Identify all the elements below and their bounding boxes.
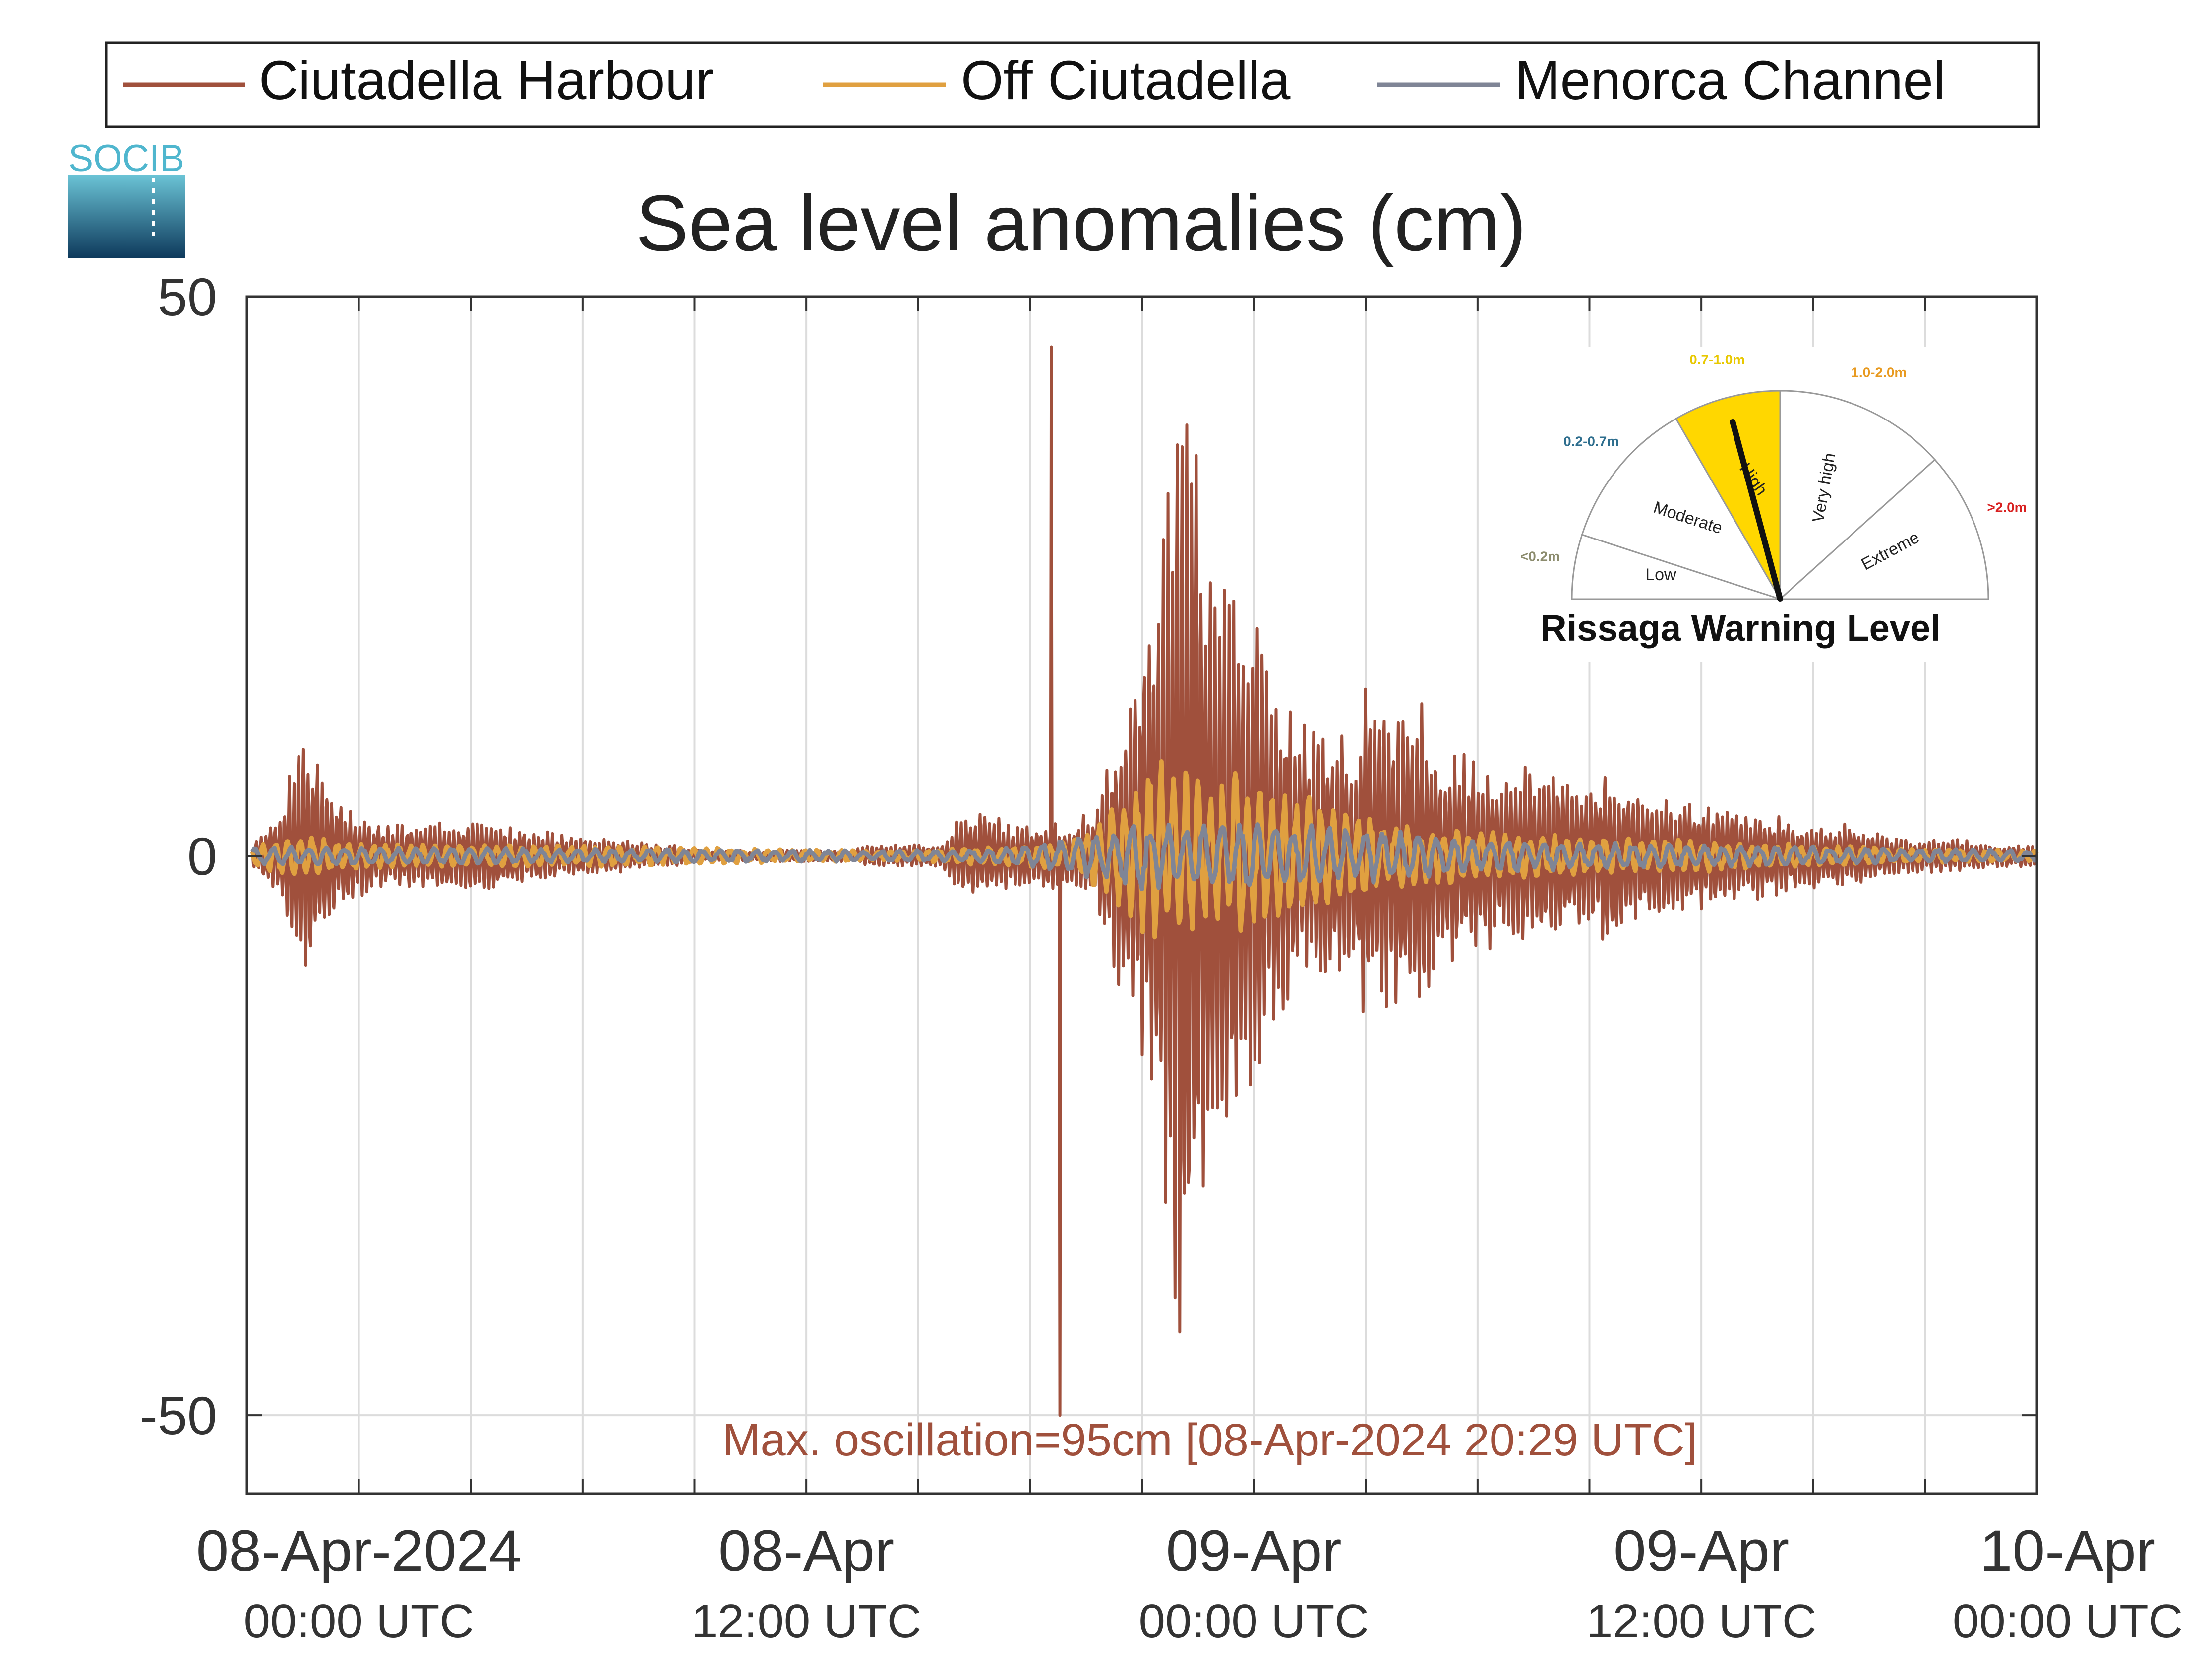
x-tick-date-label: 10-Apr xyxy=(1980,1518,2155,1584)
gauge-range-label: 0.7-1.0m xyxy=(1689,352,1745,367)
gauge-sector-extreme xyxy=(1778,458,1989,600)
x-tick-time-label: 12:00 UTC xyxy=(1586,1595,1816,1648)
x-tick-time-label: 00:00 UTC xyxy=(1953,1595,2183,1648)
legend-box xyxy=(105,41,2040,128)
gauge-range-label: 0.2-0.7m xyxy=(1563,434,1619,449)
gauge-sector-moderate xyxy=(1581,418,1782,600)
socib-logo-waves xyxy=(68,175,185,258)
socib-logo: SOCIB xyxy=(68,137,185,258)
max-oscillation-annotation: Max. oscillation=95cm [08-Apr-2024 20:29… xyxy=(722,1415,1697,1465)
gauge-range-label: 1.0-2.0m xyxy=(1851,364,1907,380)
legend: Ciutadella Harbour Off Ciutadella Menorc… xyxy=(105,41,2040,128)
inset-title: Rissaga Warning Level xyxy=(1540,607,1940,649)
x-tick-date-label: 08-Apr-2024 xyxy=(196,1518,522,1584)
socib-logo-text: SOCIB xyxy=(68,137,184,180)
y-tick-label: 0 xyxy=(187,826,217,886)
series-lines xyxy=(250,345,2039,1417)
legend-label-menorca-channel: Menorca Channel xyxy=(1515,50,1945,111)
gauge-sector-high xyxy=(1674,390,1781,602)
y-tick-label: -50 xyxy=(140,1385,217,1445)
gauge-needle xyxy=(1730,419,1783,602)
gauge-level-label: Low xyxy=(1645,565,1676,584)
x-tick-date-label: 09-Apr xyxy=(1166,1518,1342,1584)
axis-ticks xyxy=(247,296,2037,1494)
x-tick-time-label: 00:00 UTC xyxy=(1139,1595,1369,1648)
warning-gauge: Low<0.2mModerate0.2-0.7mHigh0.7-1.0mVery… xyxy=(1520,352,2027,602)
rissaga-warning-inset: Low<0.2mModerate0.2-0.7mHigh0.7-1.0mVery… xyxy=(1502,347,2027,662)
series-line-ciutadella-harbour xyxy=(251,345,2038,1417)
gauge-range-label: <0.2m xyxy=(1520,548,1560,564)
x-tick-date-label: 08-Apr xyxy=(718,1518,894,1584)
x-tick-time-label: 12:00 UTC xyxy=(691,1595,921,1648)
chart-title: Sea level anomalies (cm) xyxy=(636,179,1526,267)
gauge-range-label: >2.0m xyxy=(1987,499,2027,515)
legend-label-ciutadella-harbour: Ciutadella Harbour xyxy=(259,50,714,111)
legend-label-off-ciutadella: Off Ciutadella xyxy=(961,50,1291,111)
y-tick-label: 50 xyxy=(158,267,217,327)
gauge-sector-very-high xyxy=(1779,390,1936,601)
x-tick-date-label: 09-Apr xyxy=(1614,1518,1789,1584)
series-line-menorca-channel xyxy=(250,822,2037,891)
x-tick-time-label: 00:00 UTC xyxy=(244,1595,474,1648)
